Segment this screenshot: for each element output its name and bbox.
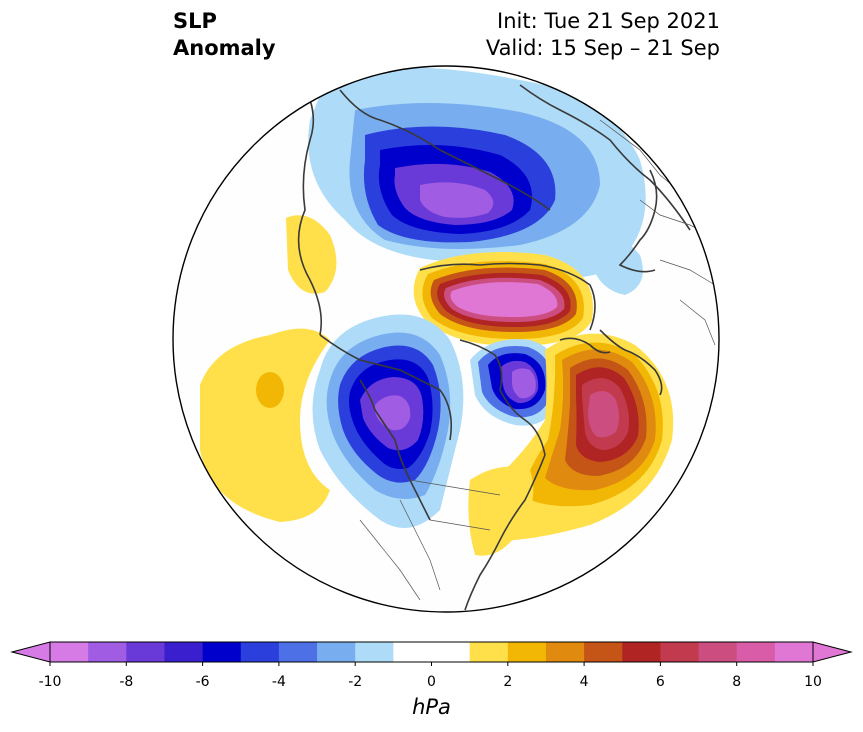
colorbar-extend-min: [10, 641, 51, 663]
colorbar-segment: [660, 642, 700, 662]
colorbar-segment: [507, 642, 547, 662]
title-variable: SLP: [173, 9, 217, 33]
colorbar-tick-label: 2: [503, 674, 513, 690]
colorbar-tick-label: 4: [579, 674, 589, 690]
low-eurasia: [308, 66, 646, 279]
colorbar-tick-label: 10: [804, 674, 822, 690]
plot-title-right: Init: Tue 21 Sep 2021 Valid: 15 Sep – 21…: [486, 8, 720, 62]
colorbar-segment: [545, 642, 585, 662]
colorbar-segment: [774, 642, 814, 662]
colorbar-segment: [736, 642, 776, 662]
colorbar-extend-max: [812, 641, 853, 663]
title-init: Init: Tue 21 Sep 2021: [497, 9, 720, 33]
colorbar-segment: [622, 642, 661, 662]
colorbar-segment: [202, 642, 242, 662]
title-type: Anomaly: [173, 36, 276, 60]
colorbar-segment: [88, 642, 127, 662]
colorbar-segment: [584, 642, 623, 662]
colorbar-segments: [50, 642, 814, 662]
colorbar-segment: [50, 642, 89, 662]
colorbar: [10, 641, 853, 666]
colorbar-tick-label: -4: [271, 674, 286, 690]
colorbar-segment: [431, 642, 471, 662]
colorbar-tick-label: -8: [119, 674, 134, 690]
colorbar-tick-label: -10: [38, 674, 62, 690]
colorbar-tick-label: -2: [348, 674, 363, 690]
low-hudson-bay: [470, 339, 561, 426]
colorbar-tick-label: 0: [427, 674, 436, 690]
colorbar-segment: [240, 642, 280, 662]
colorbar-ticks: [49, 662, 814, 666]
anomaly-field: [173, 66, 719, 612]
colorbar-segment: [355, 642, 394, 662]
colorbar-segment: [393, 642, 432, 662]
colorbar-segment: [278, 642, 318, 662]
high-arctic: [413, 251, 594, 347]
colorbar-segment: [126, 642, 165, 662]
low-scandinavia: [590, 237, 643, 295]
title-valid: Valid: 15 Sep – 21 Sep: [485, 36, 720, 60]
low-alaska: [312, 314, 464, 528]
colorbar-segment: [698, 642, 738, 662]
high-east-us: [468, 466, 534, 556]
map-boundary: [172, 65, 720, 613]
colorbar-tick-label: 8: [732, 674, 742, 690]
colorbar-tick-label: -6: [195, 674, 210, 690]
plot-title-left: SLP Anomaly: [173, 8, 276, 62]
coastlines: [297, 79, 691, 611]
colorbar-segment: [164, 642, 204, 662]
colorbar-segment: [469, 642, 509, 662]
colorbar-tick-label: 6: [655, 674, 665, 690]
colorbar-segment: [317, 642, 356, 662]
colorbar-unit-label: hPa: [412, 695, 451, 719]
